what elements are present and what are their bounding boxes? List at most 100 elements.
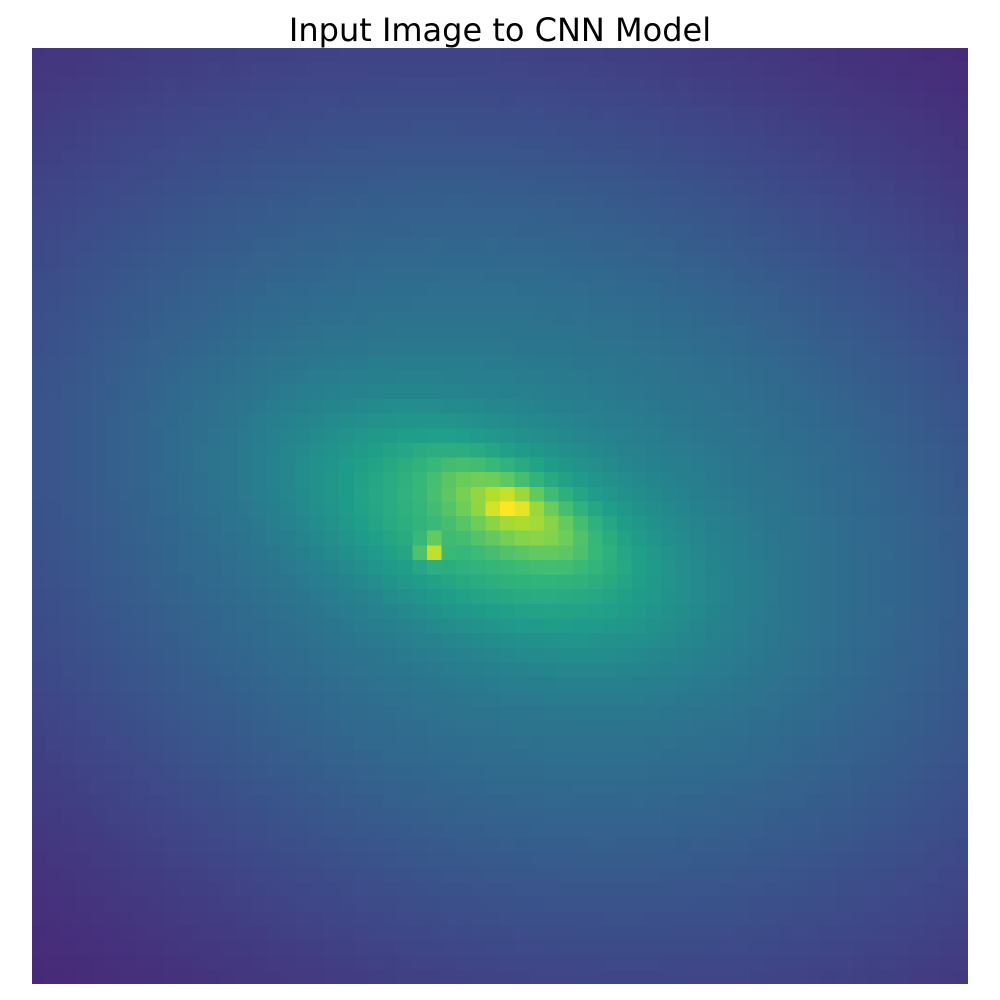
- heatmap-cell: [573, 77, 589, 93]
- heatmap-cell: [441, 413, 457, 429]
- heatmap-cell: [514, 691, 530, 707]
- heatmap-cell: [485, 194, 501, 210]
- heatmap-cell: [514, 413, 530, 429]
- heatmap-cell: [865, 867, 881, 883]
- heatmap-cell: [734, 150, 750, 166]
- heatmap-cell: [251, 881, 267, 897]
- heatmap-cell: [748, 340, 764, 356]
- heatmap-cell: [222, 150, 238, 166]
- heatmap-cell: [309, 589, 326, 605]
- heatmap-cell: [397, 750, 413, 766]
- heatmap-cell: [587, 793, 603, 810]
- heatmap-cell: [792, 676, 808, 693]
- heatmap-cell: [75, 852, 92, 868]
- heatmap-cell: [704, 808, 720, 824]
- heatmap-cell: [266, 954, 282, 970]
- heatmap-cell: [222, 852, 238, 868]
- heatmap-cell: [324, 559, 340, 576]
- heatmap-cell: [660, 238, 677, 254]
- heatmap-cell: [909, 735, 925, 751]
- heatmap-cell: [236, 750, 252, 766]
- heatmap-cell: [500, 676, 516, 693]
- heatmap-cell: [222, 267, 238, 283]
- heatmap-cell: [660, 750, 677, 766]
- heatmap-cell: [617, 618, 633, 634]
- heatmap-cell: [865, 823, 881, 839]
- heatmap-cell: [646, 77, 662, 93]
- heatmap-cell: [485, 764, 501, 780]
- heatmap-cell: [134, 691, 150, 707]
- heatmap-cell: [441, 691, 457, 707]
- heatmap-cell: [836, 633, 852, 649]
- heatmap-cell: [777, 252, 794, 268]
- heatmap-cell: [309, 413, 326, 429]
- heatmap-cell: [383, 603, 399, 619]
- heatmap-cell: [675, 62, 691, 78]
- heatmap-cell: [938, 472, 954, 488]
- heatmap-cell: [646, 720, 662, 736]
- heatmap-cell: [807, 720, 823, 736]
- heatmap-cell: [149, 106, 165, 122]
- heatmap-cell: [383, 837, 399, 853]
- heatmap-cell: [485, 647, 501, 663]
- heatmap-cell: [236, 486, 252, 502]
- heatmap-cell: [353, 91, 369, 108]
- heatmap-cell: [236, 764, 252, 780]
- heatmap-cell: [558, 779, 574, 795]
- heatmap-cell: [149, 574, 165, 590]
- heatmap-cell: [309, 457, 326, 473]
- heatmap-cell: [821, 252, 837, 268]
- heatmap-cell: [821, 486, 837, 502]
- heatmap-cell: [719, 779, 735, 795]
- heatmap-cell: [485, 779, 501, 795]
- heatmap-cell: [690, 589, 706, 605]
- heatmap-cell: [383, 472, 399, 488]
- heatmap-cell: [397, 223, 413, 239]
- heatmap-cell: [163, 545, 179, 561]
- heatmap-cell: [251, 910, 267, 927]
- heatmap-cell: [266, 150, 282, 166]
- heatmap-cell: [119, 282, 135, 298]
- heatmap-cell: [763, 413, 779, 429]
- heatmap-cell: [704, 165, 720, 181]
- heatmap-cell: [646, 793, 662, 810]
- heatmap-cell: [558, 574, 574, 590]
- heatmap-cell: [894, 706, 911, 722]
- heatmap-cell: [207, 706, 223, 722]
- heatmap-cell: [894, 896, 911, 912]
- heatmap-cell: [75, 457, 92, 473]
- heatmap-cell: [704, 852, 720, 868]
- heatmap-cell: [485, 457, 501, 473]
- heatmap-cell: [397, 267, 413, 283]
- heatmap-cell: [412, 969, 428, 984]
- heatmap-cell: [456, 823, 472, 839]
- heatmap-cell: [397, 165, 413, 181]
- heatmap-cell: [631, 91, 647, 108]
- heatmap-cell: [470, 325, 486, 342]
- heatmap-cell: [675, 589, 691, 605]
- heatmap-cell: [485, 428, 501, 444]
- heatmap-cell: [426, 764, 443, 780]
- heatmap-cell: [178, 340, 194, 356]
- heatmap-cell: [134, 165, 150, 181]
- heatmap-cell: [807, 823, 823, 839]
- heatmap-cell: [777, 208, 794, 225]
- heatmap-cell: [631, 442, 647, 459]
- heatmap-cell: [821, 369, 837, 385]
- heatmap-cell: [339, 940, 355, 956]
- heatmap-cell: [46, 530, 62, 546]
- heatmap-cell: [587, 925, 603, 941]
- heatmap-cell: [587, 296, 603, 312]
- heatmap-cell: [134, 589, 150, 605]
- heatmap-cell: [938, 969, 954, 984]
- heatmap-cell: [426, 779, 443, 795]
- heatmap-cell: [660, 545, 677, 561]
- heatmap-cell: [602, 823, 618, 839]
- heatmap-cell: [75, 530, 92, 546]
- heatmap-cell: [587, 954, 603, 970]
- heatmap-cell: [397, 793, 413, 810]
- heatmap-cell: [500, 369, 516, 385]
- heatmap-cell: [763, 545, 779, 561]
- heatmap-cell: [441, 559, 457, 576]
- heatmap-cell: [134, 150, 150, 166]
